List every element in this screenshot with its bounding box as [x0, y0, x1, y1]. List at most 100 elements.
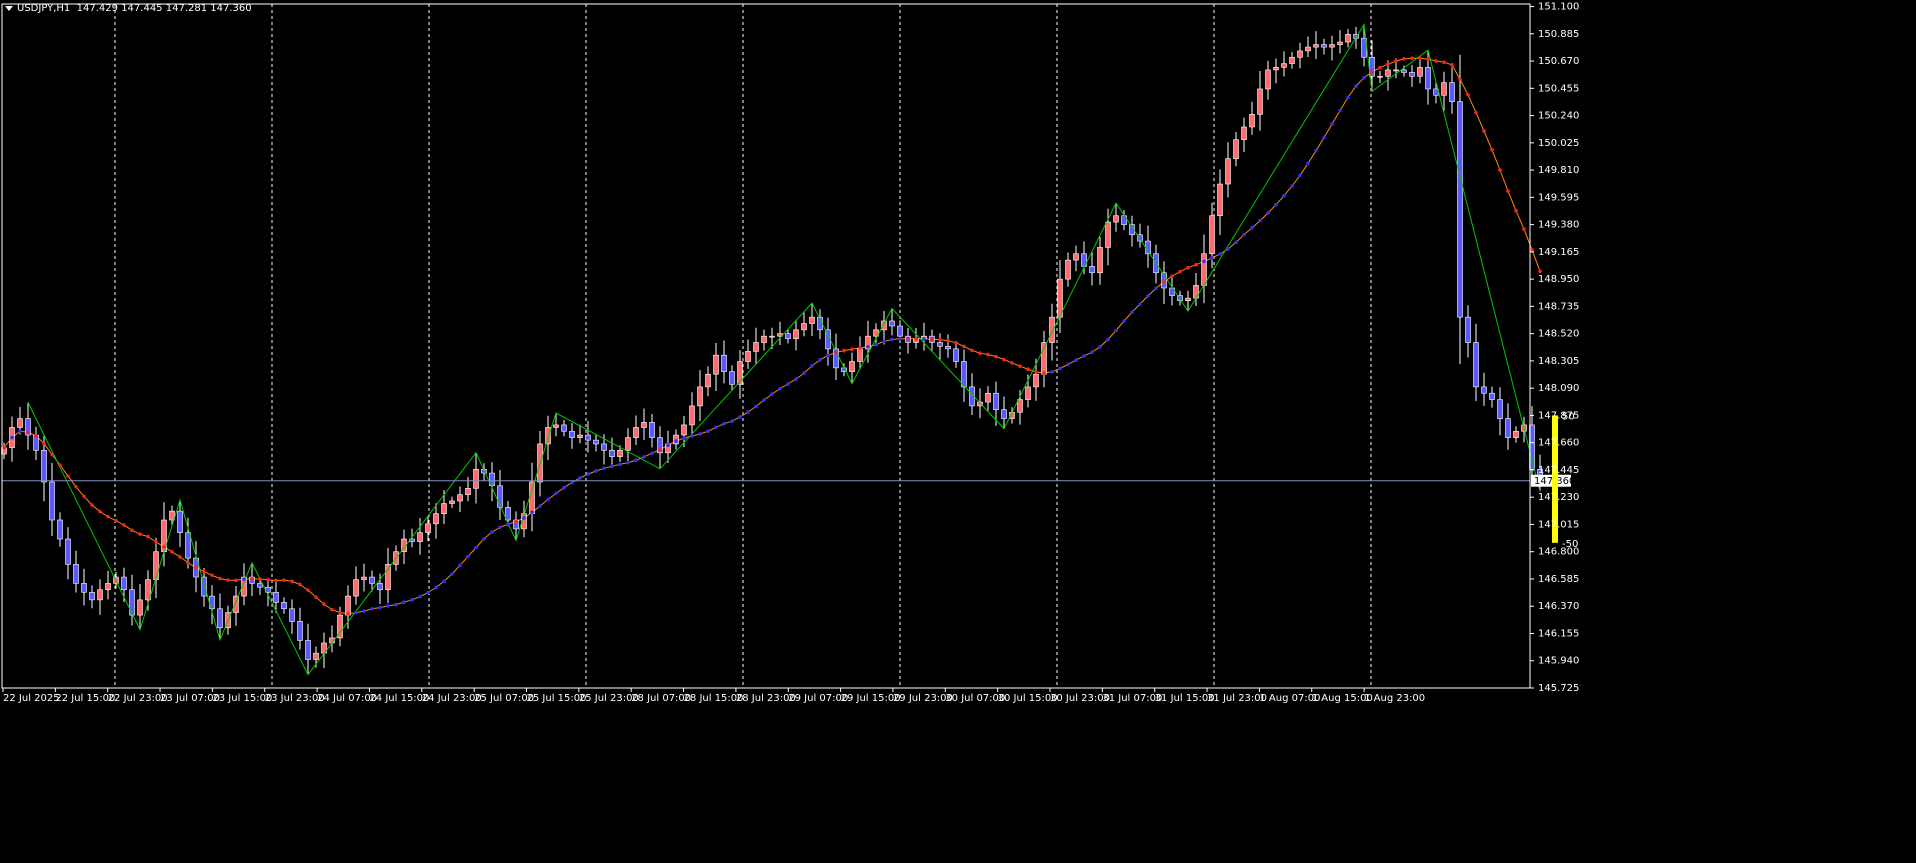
y-tick-label: 150.885: [1538, 29, 1579, 40]
y-tick-label: 147.660: [1538, 438, 1579, 449]
trend-dot: [1306, 161, 1310, 166]
trend-dot: [642, 455, 646, 459]
candle-body: [897, 325, 903, 337]
candle-body: [993, 392, 999, 411]
trend-dot: [866, 345, 870, 349]
candle-body: [57, 519, 63, 540]
oscillator-bottom-label: -50: [1562, 539, 1578, 550]
y-tick-label: 147.445: [1538, 465, 1579, 476]
x-tick-label: 22 Jul 15:00: [55, 693, 115, 704]
trend-dot: [938, 337, 942, 342]
candle-body: [305, 640, 311, 660]
y-tick-label: 150.025: [1538, 138, 1579, 149]
trend-dot: [1362, 75, 1366, 80]
trend-dot: [698, 432, 702, 436]
candle-body: [361, 576, 367, 580]
trend-dot: [82, 494, 86, 499]
candle-body: [1305, 46, 1311, 52]
candle-body: [281, 602, 287, 610]
trend-dot: [1034, 370, 1038, 374]
trend-dot: [226, 578, 230, 582]
trend-dot: [858, 346, 862, 350]
trend-dot: [466, 554, 470, 559]
trend-dot: [386, 604, 390, 608]
candle-body: [737, 361, 743, 385]
trend-dot: [1370, 70, 1374, 74]
candle-body: [1345, 34, 1351, 43]
trend-dot: [778, 386, 782, 391]
y-tick-label: 149.595: [1538, 192, 1579, 203]
candle-body: [1049, 316, 1055, 343]
trend-dot: [882, 339, 886, 344]
x-tick-label: 29 Jul 15:00: [841, 693, 901, 704]
candle-body: [1297, 50, 1303, 58]
x-tick-label: 31 Jul 07:00: [1102, 693, 1162, 704]
candle-body: [1505, 418, 1511, 438]
trend-dot: [1330, 122, 1334, 126]
trend-dot: [490, 530, 494, 534]
candle-body: [881, 320, 887, 331]
y-tick-label: 146.800: [1538, 547, 1579, 558]
x-tick-label: 1 Aug 23:00: [1364, 693, 1425, 704]
trend-dot: [714, 425, 718, 430]
x-tick-label: 30 Jul 23:00: [1050, 693, 1110, 704]
candle-body: [1457, 101, 1463, 318]
x-tick-label: 30 Jul 15:00: [998, 693, 1058, 704]
trend-dot: [722, 421, 726, 426]
trend-dot: [1434, 59, 1438, 63]
trend-dot: [1338, 108, 1342, 113]
candle-body: [625, 437, 631, 451]
trend-dot: [1498, 168, 1502, 172]
trend-dot: [34, 434, 38, 438]
y-tick-label: 149.810: [1538, 165, 1579, 176]
y-tick-label: 145.725: [1538, 683, 1579, 694]
trend-dot: [1170, 274, 1174, 279]
trend-dot: [1050, 370, 1054, 374]
trend-dot: [1210, 256, 1214, 260]
trend-dot: [506, 522, 510, 527]
candle-body: [769, 335, 775, 338]
candle-body: [1265, 69, 1271, 90]
candle-body: [961, 361, 967, 388]
trend-dot: [1282, 193, 1286, 198]
x-tick-label: 28 Jul 15:00: [684, 693, 744, 704]
y-tick-label: 148.305: [1538, 356, 1579, 367]
candle-body: [865, 335, 871, 350]
candle-body: [977, 401, 983, 407]
y-tick-label: 147.230: [1538, 492, 1579, 503]
trend-dot: [1274, 202, 1278, 207]
x-tick-label: 25 Jul 07:00: [474, 693, 534, 704]
trend-dot: [1074, 358, 1078, 362]
candle-body: [761, 335, 767, 343]
candle-body: [561, 424, 567, 432]
trend-dot: [1122, 319, 1126, 323]
candle-body: [1289, 56, 1295, 64]
candle-body: [1001, 409, 1007, 419]
trend-dot: [1130, 310, 1134, 314]
x-tick-label: 22 Jul 2025: [3, 693, 60, 704]
trend-dot: [538, 504, 542, 508]
candle-body: [745, 351, 751, 362]
candle-body: [1097, 247, 1103, 274]
trend-dot: [1386, 62, 1390, 66]
trend-dot: [1418, 56, 1422, 60]
dropdown-triangle-icon[interactable]: [5, 5, 13, 11]
trend-dot: [242, 577, 246, 581]
candle-body: [1257, 88, 1263, 115]
trend-dot: [930, 337, 934, 342]
zigzag-layer: [27, 23, 1541, 676]
candle-body: [489, 472, 495, 487]
oscillator-top-label: 50: [1562, 411, 1575, 422]
x-tick-label: 1 Aug 15:00: [1312, 693, 1373, 704]
candle-body: [649, 422, 655, 438]
trend-dot: [570, 480, 574, 485]
trend-dot: [754, 404, 758, 409]
trend-dot: [114, 518, 118, 523]
trend-dot: [1098, 345, 1102, 349]
trend-dot: [802, 371, 806, 375]
candle-body: [1409, 72, 1415, 77]
trend-dot: [418, 594, 422, 599]
trend-dot: [994, 354, 998, 359]
trend-dot: [146, 534, 150, 539]
